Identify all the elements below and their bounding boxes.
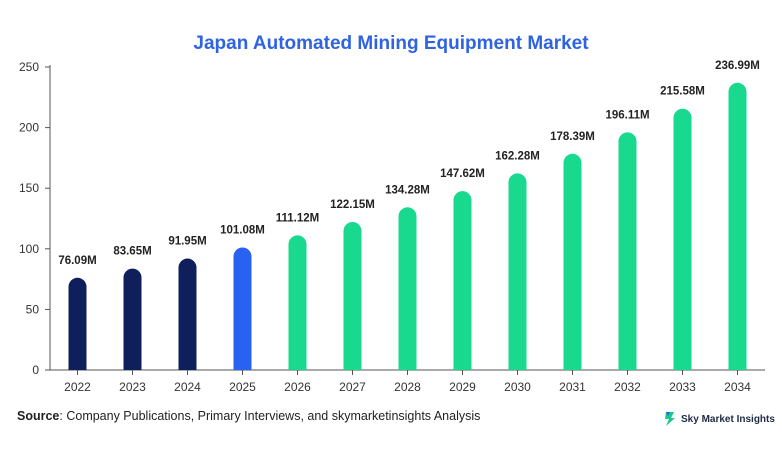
x-tick-label: 2030 xyxy=(504,380,531,394)
x-tick-label: 2034 xyxy=(724,380,751,394)
x-tick-label: 2027 xyxy=(339,380,366,394)
x-tick-label: 2032 xyxy=(614,380,641,394)
bar xyxy=(178,258,197,370)
logo-text: Sky Market Insights xyxy=(681,413,775,425)
y-tick-label: 100 xyxy=(19,242,39,256)
x-tick-label: 2031 xyxy=(559,380,586,394)
y-tick-label: 150 xyxy=(19,181,39,195)
bar xyxy=(673,108,692,370)
bar xyxy=(453,191,472,370)
x-tick-label: 2026 xyxy=(284,380,311,394)
bar xyxy=(233,247,252,370)
source-text: : Company Publications, Primary Intervie… xyxy=(59,409,481,423)
chart-title: Japan Automated Mining Equipment Market xyxy=(193,33,589,54)
bar-value-label: 111.12M xyxy=(276,212,319,224)
x-tick-label: 2022 xyxy=(64,380,91,394)
logo: Sky Market Insights xyxy=(663,411,775,427)
bar-value-label: 76.09M xyxy=(58,255,96,267)
x-tick-label: 2024 xyxy=(174,380,201,394)
x-tick-label: 2028 xyxy=(394,380,421,394)
bar-value-label: 162.28M xyxy=(495,150,540,162)
bar-value-label: 178.39M xyxy=(550,131,595,143)
y-tick-label: 0 xyxy=(32,363,39,377)
sky-market-insights-logo-icon xyxy=(665,412,675,426)
y-tick-label: 50 xyxy=(26,302,40,316)
bar xyxy=(288,235,307,370)
bar xyxy=(508,173,527,370)
bar xyxy=(123,268,142,370)
bar-value-label: 122.15M xyxy=(330,199,375,211)
bar xyxy=(728,82,747,370)
bar xyxy=(343,221,362,370)
source-label: Source xyxy=(17,409,60,423)
x-tick-label: 2023 xyxy=(119,380,146,394)
bar-value-label: 91.95M xyxy=(168,236,206,248)
bar-value-label: 215.58M xyxy=(660,86,705,98)
bar xyxy=(398,207,417,370)
source-note: Source: Company Publications, Primary In… xyxy=(17,409,480,423)
x-tick-label: 2033 xyxy=(669,380,696,394)
y-tick-label: 200 xyxy=(19,121,39,135)
bar-value-label: 236.99M xyxy=(715,60,760,72)
bar-value-label: 147.62M xyxy=(440,168,485,180)
bar xyxy=(68,277,87,370)
y-tick-label: 250 xyxy=(19,60,39,74)
bar-value-label: 101.08M xyxy=(220,224,265,236)
bar xyxy=(563,153,582,370)
bar-value-label: 83.65M xyxy=(113,246,151,258)
bar-value-label: 196.11M xyxy=(605,109,649,121)
bar-value-label: 134.28M xyxy=(385,184,430,196)
bar xyxy=(618,132,637,370)
x-tick-label: 2025 xyxy=(229,380,256,394)
x-tick-label: 2029 xyxy=(449,380,476,394)
